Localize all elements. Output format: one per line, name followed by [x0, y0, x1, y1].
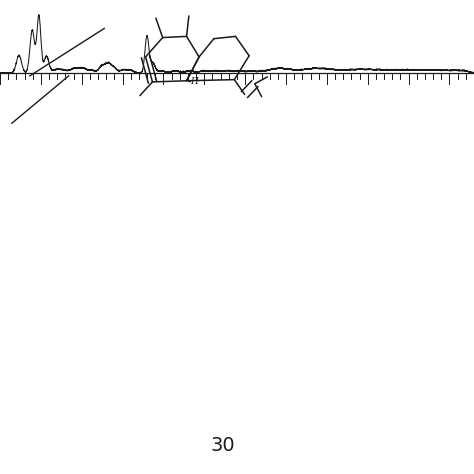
- Text: Ḧ: Ḧ: [190, 77, 198, 86]
- Text: 30: 30: [210, 436, 235, 455]
